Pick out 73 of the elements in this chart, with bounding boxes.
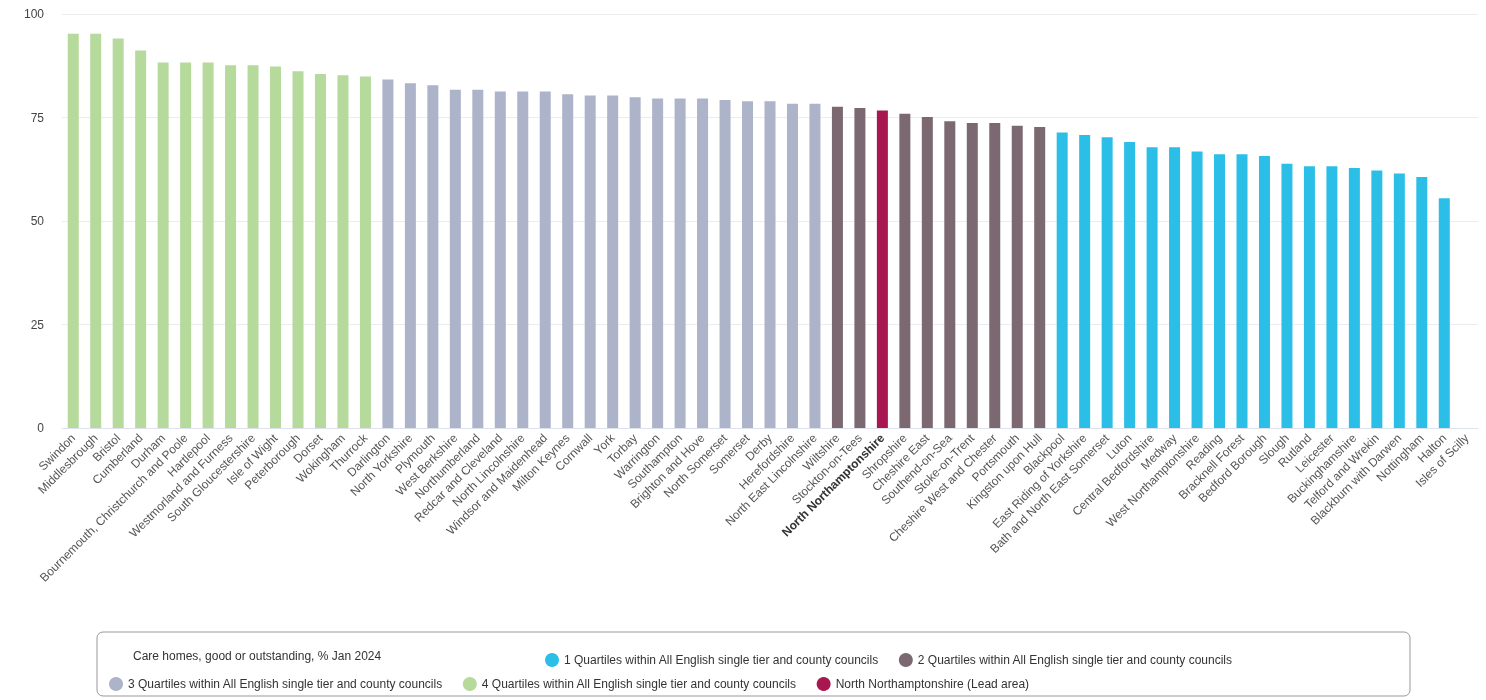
bar: [270, 66, 282, 428]
bar: [90, 33, 102, 428]
bar: [314, 74, 326, 428]
bar: [1258, 156, 1270, 428]
bar: [1146, 147, 1158, 428]
bar: [247, 65, 259, 428]
bar: [382, 79, 394, 428]
bar: [921, 117, 933, 428]
bar: [944, 121, 956, 428]
bar: [674, 98, 686, 428]
bar: [697, 98, 709, 428]
bar: [449, 89, 461, 428]
bar: [1124, 141, 1136, 428]
legend-label: North Northamptonshire (Lead area): [835, 677, 1030, 691]
bar: [1191, 151, 1203, 428]
bar: [831, 106, 843, 428]
bar: [1393, 173, 1405, 428]
bar: [1371, 170, 1383, 428]
bar: [1011, 125, 1023, 428]
bar: [607, 95, 619, 428]
bar: [1101, 137, 1113, 428]
y-tick-label: 75: [30, 110, 45, 125]
bar: [1214, 154, 1226, 428]
bar: [157, 62, 169, 428]
legend-title: Care homes, good or outstanding, % Jan 2024: [133, 649, 382, 663]
bar: [1416, 177, 1428, 428]
bar: [899, 113, 911, 428]
legend-label: 3 Quartiles within All English single tier and county councils: [128, 677, 443, 691]
y-tick-label: 25: [30, 317, 45, 332]
bar: [742, 101, 754, 428]
bar: [1303, 166, 1315, 428]
bar: [562, 94, 574, 428]
bar: [1348, 168, 1360, 428]
bar: [1034, 127, 1046, 428]
bar: [1169, 147, 1181, 428]
bar: [112, 38, 124, 428]
bar: [584, 95, 596, 428]
bar: [202, 62, 214, 428]
bar: [719, 100, 731, 428]
bar: [1056, 132, 1068, 428]
bar: [1438, 198, 1450, 428]
bar: [135, 50, 147, 428]
bar: [764, 101, 776, 428]
bar: [1236, 154, 1248, 428]
bar: [337, 75, 349, 428]
bar: [494, 91, 506, 428]
y-tick-label: 50: [30, 214, 45, 228]
bar: [1326, 166, 1338, 428]
bar: [225, 65, 237, 428]
y-tick-label: 0: [37, 421, 45, 435]
bar: [989, 122, 1001, 428]
bar: [629, 97, 641, 428]
legend-label: 2 Quartiles within All English single tier and county councils: [917, 653, 1232, 667]
bar: [517, 91, 529, 428]
legend-label: 4 Quartiles within All English single tier and county councils: [481, 677, 796, 691]
bar: [786, 103, 798, 428]
bar: [966, 122, 978, 428]
y-tick-label: 100: [23, 7, 45, 21]
bar: [359, 76, 371, 428]
bar: [1281, 163, 1293, 428]
bar: [404, 83, 416, 428]
bar: [854, 107, 866, 428]
bar: [292, 71, 304, 428]
legend-label: 1 Quartiles within All English single tier and county councils: [564, 653, 879, 667]
bar: [427, 85, 439, 428]
bar: [472, 89, 484, 428]
bar: [67, 33, 79, 428]
bar: [180, 62, 192, 428]
bar: [652, 98, 664, 428]
bar: [809, 103, 821, 428]
bar: [1079, 134, 1091, 428]
bar: [539, 91, 551, 428]
bar: [876, 110, 888, 428]
